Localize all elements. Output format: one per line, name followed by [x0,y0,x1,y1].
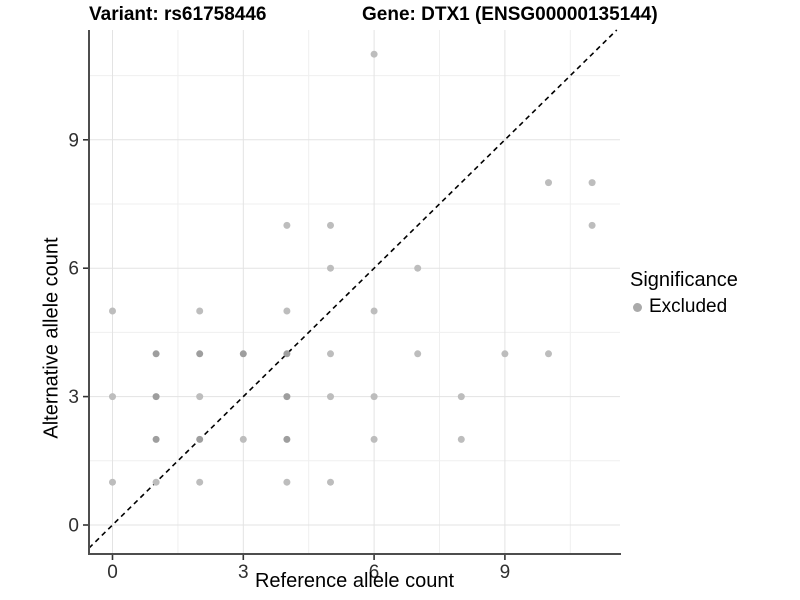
data-point [152,435,160,443]
data-point [196,435,204,443]
data-point [239,435,247,443]
data-point [370,50,378,58]
data-point [283,307,291,315]
x-tick-label: 3 [238,562,249,583]
data-point [152,350,160,358]
legend: Significance Excluded [630,269,738,318]
data-point [196,307,204,315]
legend-title: Significance [630,269,738,291]
data-point [414,350,422,358]
x-tick-label: 6 [369,562,380,583]
data-point [283,393,291,401]
data-point [501,350,509,358]
data-point [152,393,160,401]
data-point [588,179,596,187]
data-point [239,350,247,358]
y-tick-label: 0 [68,516,79,537]
data-point [370,435,378,443]
y-tick-label: 3 [68,387,79,408]
data-point [457,393,465,401]
x-tick-label: 0 [107,562,118,583]
data-point [109,393,116,401]
data-point [545,350,552,358]
x-axis-title: Reference allele count [254,570,454,592]
data-point [327,221,334,229]
data-point [196,478,204,486]
data-point [457,435,465,443]
data-point [109,307,116,315]
data-point [370,307,378,315]
x-tick-label: 9 [500,562,511,583]
data-point [283,435,291,443]
data-point [588,221,596,229]
data-point [196,350,204,358]
data-point [545,179,552,187]
plot-title-gene: Gene: DTX1 (ENSG00000135144) [362,4,658,25]
data-point [283,478,291,486]
y-axis-title: Alternative allele count [40,237,63,439]
data-point [414,264,422,272]
data-point [109,478,116,486]
legend-item-excluded: Excluded [633,296,738,318]
data-point [327,393,334,401]
legend-item-label: Excluded [649,296,728,317]
data-point [370,393,378,401]
legend-point-icon [633,302,642,312]
identity-reference-line [88,29,618,549]
data-point [283,221,291,229]
data-point [327,264,334,272]
plot-title-variant: Variant: rs61758446 [89,4,267,25]
data-point [327,350,334,358]
data-point [196,393,204,401]
data-point [327,478,334,486]
data-point [152,478,160,486]
data-point [283,350,291,358]
y-tick-label: 9 [68,130,79,151]
y-tick-label: 6 [68,259,79,280]
